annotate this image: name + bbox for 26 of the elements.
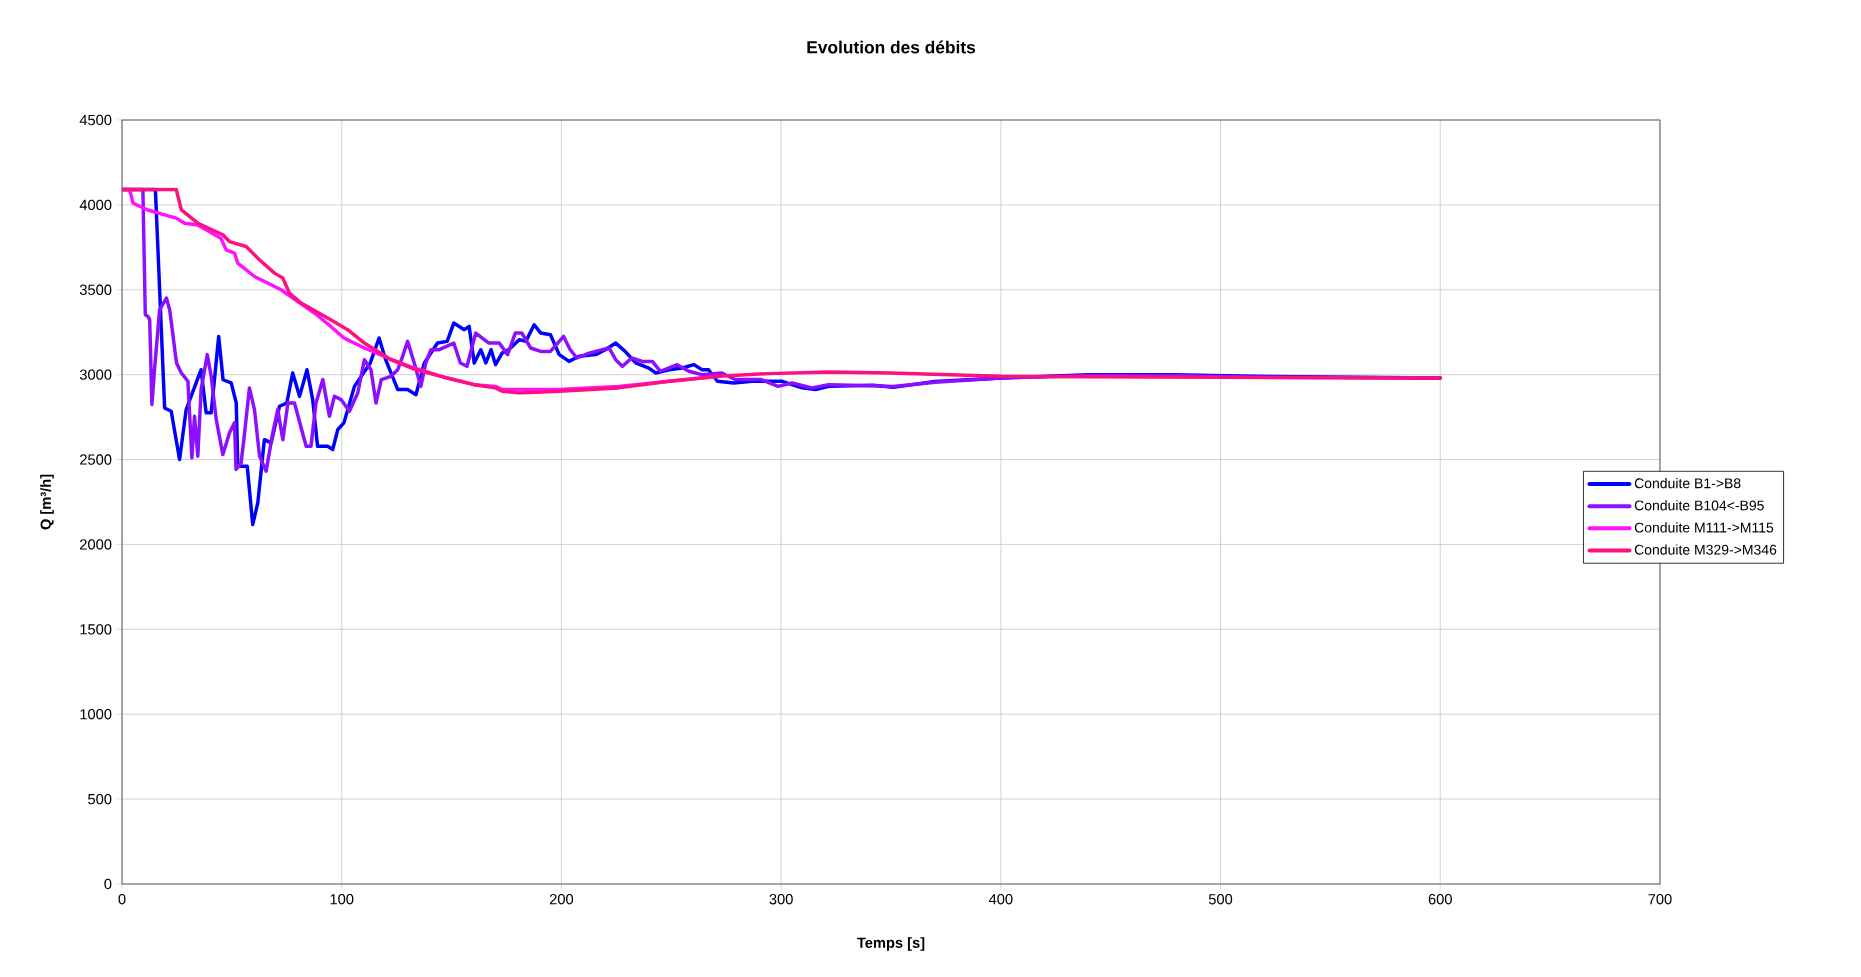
x-tick-label: 600 (1428, 894, 1452, 905)
y-tick-label: 500 (88, 793, 112, 805)
y-tick-label: 4000 (79, 199, 112, 211)
y-tick-label: 0 (104, 878, 112, 890)
line-series (122, 187, 1442, 395)
legend-label: Conduite B1->B8 (1634, 477, 1741, 489)
y-tick-label: 2000 (80, 539, 112, 550)
legend-label: Conduite B104<-B95 (1634, 500, 1764, 511)
x-tick-label: 500 (1208, 894, 1233, 905)
y-tick-label: 1500 (80, 624, 112, 635)
legend-label: Conduite M111->M115 (1634, 522, 1774, 533)
x-tick-label: 300 (769, 894, 793, 905)
x-tick-label: 200 (549, 894, 574, 905)
y-axis-title: Q [m³/h] (40, 474, 54, 530)
x-tick-label: 700 (1648, 894, 1672, 905)
y-tick-label: 1000 (80, 709, 112, 720)
y-tick-label: 4500 (79, 114, 112, 126)
legend-label: Conduite M329->M346 (1634, 544, 1777, 555)
x-axis-title: Temps [s] (857, 937, 925, 951)
y-tick-label: 3000 (79, 369, 112, 380)
y-tick-label: 2500 (80, 454, 112, 465)
x-tick-label: 0 (118, 894, 126, 905)
x-tick-label: 100 (330, 894, 354, 905)
y-tick-label: 3500 (79, 284, 112, 295)
x-tick-label: 400 (988, 894, 1013, 905)
chart-title: Evolution des débits (807, 40, 976, 54)
